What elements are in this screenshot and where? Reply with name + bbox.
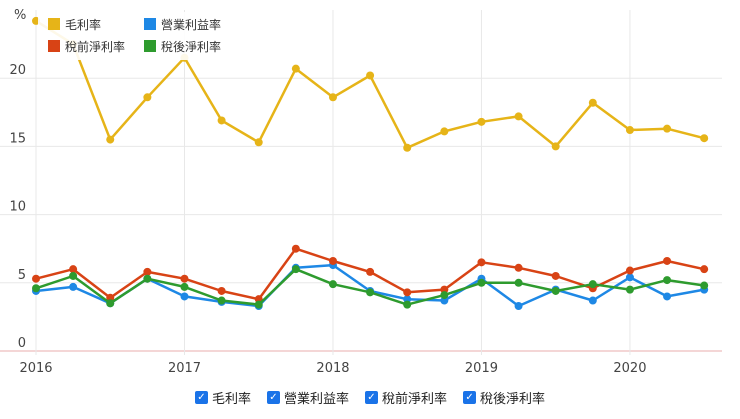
x-tick-label: 2020 [613, 361, 646, 376]
data-point [663, 256, 672, 265]
data-point [514, 278, 523, 287]
data-point [217, 286, 226, 295]
data-point [477, 278, 486, 287]
checkbox-checked-icon[interactable]: ✓ [463, 391, 477, 404]
data-point [663, 276, 672, 285]
data-point [700, 281, 709, 290]
data-point [328, 280, 337, 289]
legend-background [38, 12, 248, 60]
data-point [69, 271, 78, 280]
data-point [625, 126, 634, 135]
toggle-label: 毛利率 [211, 392, 251, 407]
data-point [328, 256, 337, 265]
legend-label: 稅前淨利率 [65, 39, 125, 54]
x-tick-label: 2018 [316, 361, 349, 376]
x-axis: 2016 2017 2018 2019 2020 [19, 361, 646, 376]
data-point [69, 282, 78, 291]
data-point [588, 296, 597, 305]
data-point [143, 93, 152, 102]
data-point [180, 292, 189, 301]
legend-label: 營業利益率 [161, 17, 221, 32]
data-point [514, 112, 523, 121]
legend-label: 毛利率 [65, 17, 101, 32]
data-point [366, 267, 375, 276]
toggle-pretax-margin[interactable]: ✓ 稅前淨利率 [365, 388, 447, 407]
data-point [625, 266, 634, 275]
data-point [514, 263, 523, 272]
data-point [32, 284, 40, 293]
toggle-label: 稅前淨利率 [382, 392, 448, 407]
legend-swatch [144, 40, 156, 52]
data-point [514, 301, 523, 310]
x-tick-label: 2019 [465, 361, 498, 376]
checkbox-checked-icon[interactable]: ✓ [266, 391, 280, 404]
data-point [143, 267, 152, 276]
data-point [328, 93, 337, 102]
data-point [625, 285, 634, 294]
line-chart: 0 5 10 15 20 2016 2017 2018 2019 2020 % 毛利率 營業利益率… [0, 8, 722, 376]
data-point [366, 71, 375, 80]
toggle-label: 稅後淨利率 [480, 392, 546, 407]
data-point [663, 124, 672, 133]
toggle-label: 營業利益率 [283, 392, 349, 407]
legend-swatch [48, 40, 60, 52]
y-tick-label: 20 [9, 63, 26, 78]
data-point [366, 288, 375, 297]
data-point [69, 265, 78, 274]
data-point [106, 299, 115, 308]
data-point [217, 296, 226, 305]
data-point [143, 274, 152, 283]
data-point [477, 258, 486, 267]
data-point [291, 64, 300, 73]
y-tick-label: 5 [18, 268, 26, 283]
data-point [440, 127, 449, 136]
data-point [32, 274, 40, 283]
data-point [291, 244, 300, 253]
checkbox-checked-icon[interactable]: ✓ [194, 391, 208, 404]
data-point [588, 280, 597, 289]
data-point [663, 292, 672, 301]
y-axis: 0 5 10 15 20 [9, 63, 26, 351]
toggle-net-margin[interactable]: ✓ 稅後淨利率 [463, 388, 545, 407]
toggle-operating-margin[interactable]: ✓ 營業利益率 [266, 388, 349, 407]
data-point [625, 273, 634, 282]
checkbox-checked-icon[interactable]: ✓ [365, 391, 378, 404]
data-point [403, 288, 412, 297]
data-point [477, 117, 486, 126]
data-point [254, 300, 263, 309]
grid [0, 10, 722, 355]
toggle-gross-margin[interactable]: ✓ 毛利率 [194, 388, 251, 407]
series-4 [32, 265, 709, 309]
legend-swatch [48, 18, 60, 30]
series-layer [32, 16, 709, 310]
data-point [403, 300, 412, 309]
data-point [551, 271, 560, 280]
data-point [551, 286, 560, 295]
x-tick-label: 2016 [19, 361, 52, 376]
data-point [588, 98, 597, 107]
data-point [217, 116, 226, 125]
data-point [254, 138, 263, 147]
legend-label: 稅後淨利率 [161, 39, 221, 54]
data-point [180, 274, 189, 283]
data-point [291, 265, 300, 274]
y-axis-label: % [14, 8, 26, 23]
data-point [700, 265, 709, 274]
y-tick-label: 10 [9, 200, 26, 215]
data-point [700, 134, 709, 143]
data-point [551, 142, 560, 151]
y-tick-label: 15 [9, 131, 26, 146]
y-tick-label: 0 [18, 336, 26, 351]
legend-swatch [144, 18, 156, 30]
data-point [403, 143, 412, 152]
x-tick-label: 2017 [168, 361, 201, 376]
data-point [180, 282, 189, 291]
series-toggle-bar: ✓ 毛利率 ✓ 營業利益率 ✓ 稅前淨利率 ✓ 稅後淨利率 [0, 388, 740, 407]
data-point [106, 135, 115, 144]
data-point [440, 291, 449, 300]
